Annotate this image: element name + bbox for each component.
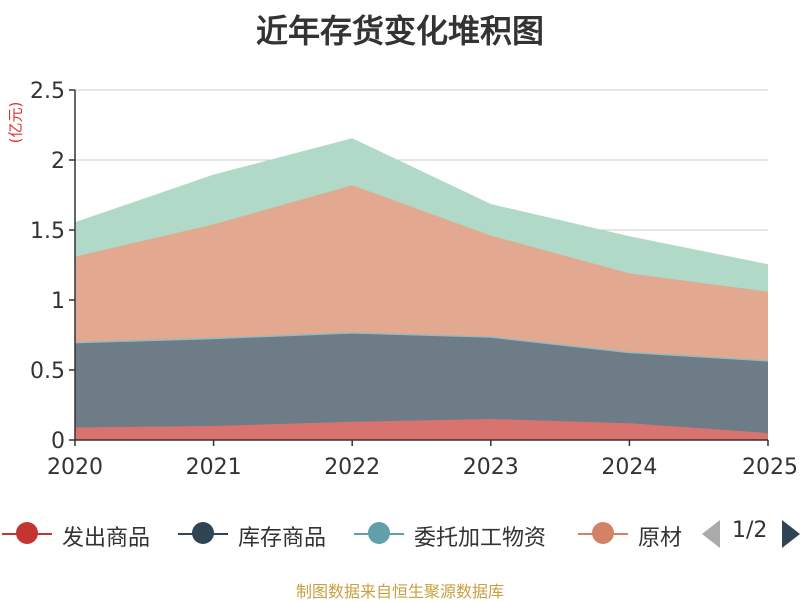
area-line-4 xyxy=(74,138,769,266)
legend: 发出商品 库存商品 委托加工物资 原材 xyxy=(0,512,800,556)
area-series-3[interactable] xyxy=(75,185,768,361)
x-tick-label-0: 2020 xyxy=(47,455,103,480)
legend-dot-0 xyxy=(16,522,38,544)
y-tick-label-4: 2 xyxy=(51,149,65,174)
legend-label-2: 委托加工物资 xyxy=(414,526,547,551)
legend-label-1: 库存商品 xyxy=(238,526,327,551)
x-tick-label-5: 2025 xyxy=(742,455,798,480)
x-tick-label-1: 2021 xyxy=(186,455,242,480)
legend-dot-1 xyxy=(192,522,214,544)
area-series-1[interactable] xyxy=(75,333,768,433)
legend-label-3: 原材 xyxy=(638,526,683,551)
legend-dot-2 xyxy=(368,522,390,544)
pager-prev-icon[interactable] xyxy=(702,520,720,548)
pager-text: 1/2 xyxy=(732,518,768,543)
legend-item-3[interactable]: 原材 xyxy=(578,512,684,556)
x-tick-label-3: 2023 xyxy=(463,455,519,480)
pager-next-icon[interactable] xyxy=(782,520,800,548)
y-tick-label-1: 0.5 xyxy=(30,359,65,384)
data-source: 制图数据来自恒生聚源数据库 xyxy=(295,582,504,601)
area-series-0[interactable] xyxy=(75,419,768,440)
legend-pager: 1/2 xyxy=(700,516,800,552)
y-tick-label-2: 1 xyxy=(51,289,65,314)
x-tick-label-2: 2022 xyxy=(324,455,380,480)
y-tick-label-0: 0 xyxy=(51,429,65,454)
chart-title: 近年存货变化堆积图 xyxy=(255,12,544,50)
legend-label-0: 发出商品 xyxy=(62,526,151,551)
area-series-4[interactable] xyxy=(75,139,768,292)
legend-dot-3 xyxy=(592,522,614,544)
stacked-area-chart: 0 0.5 1 1.5 2 2.5 2020 2021 2022 2023 2024 2025 xyxy=(30,79,798,480)
y-tick-label-3: 1.5 xyxy=(30,219,65,244)
x-tick-label-4: 2024 xyxy=(601,455,657,480)
y-tick-label-5: 2.5 xyxy=(30,79,65,104)
